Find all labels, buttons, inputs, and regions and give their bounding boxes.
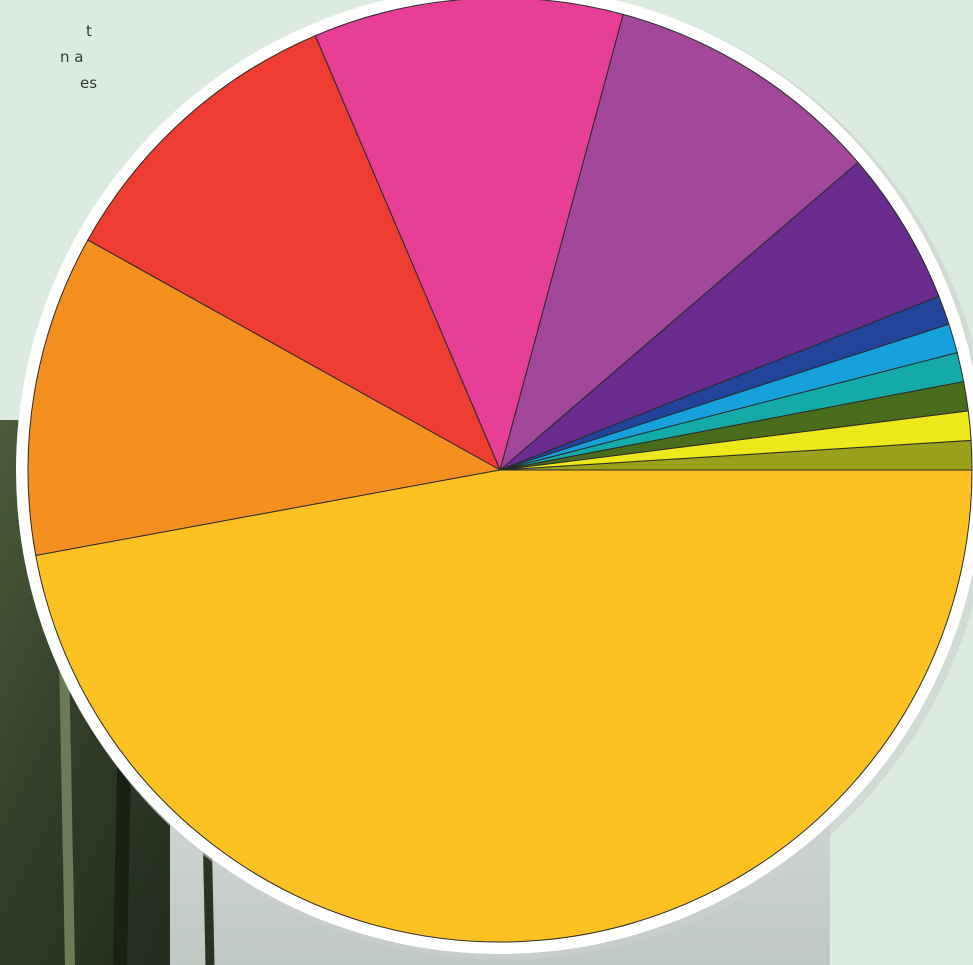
pie-slice [27, 239, 502, 557]
text-fragment: t [86, 22, 92, 40]
text-fragment: n a [60, 48, 83, 66]
pie-slice [87, 34, 502, 472]
pie-slice [499, 161, 940, 471]
pie-slice [314, 0, 624, 472]
pie [27, 0, 973, 943]
pie-slice [499, 13, 859, 472]
text-fragment: es [80, 74, 97, 92]
pie-slice [35, 469, 973, 943]
